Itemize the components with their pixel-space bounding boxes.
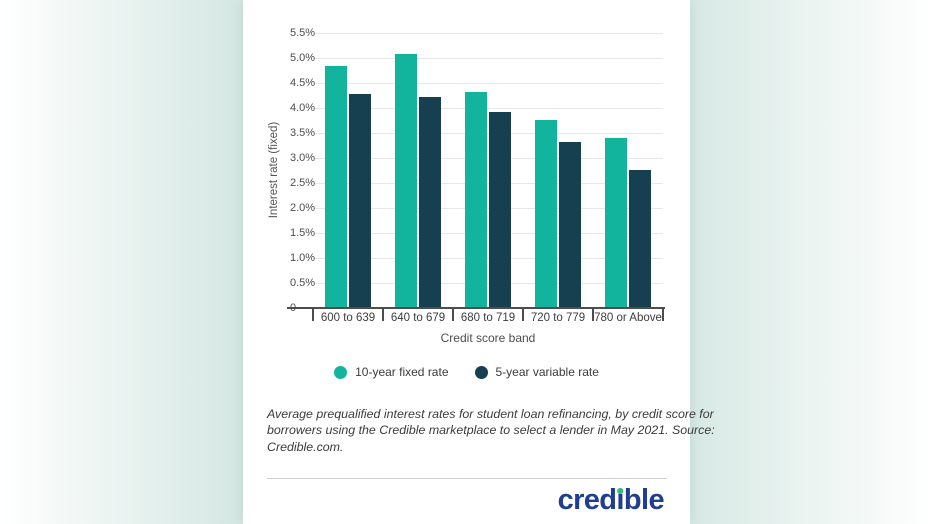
chart-card: Interest rate (fixed) 00.5%1.0%1.5%2.0%2… (243, 0, 715, 524)
x-tick-label: 780 or Above (594, 312, 662, 324)
gridline (313, 133, 663, 134)
gridline (313, 258, 663, 259)
bar-chart: Interest rate (fixed) 00.5%1.0%1.5%2.0%2… (243, 0, 690, 360)
x-axis-tick (312, 308, 314, 321)
gridline (313, 233, 663, 234)
bar-variable-1 (419, 97, 441, 308)
bar-fixed-4 (605, 137, 627, 308)
caption-line: Average prequalified interest rates for … (267, 407, 714, 421)
x-tick-label: 600 to 639 (320, 312, 376, 324)
legend: 10-year fixed rate 5-year variable rate (243, 365, 690, 379)
y-tick-label: 4.5% (290, 77, 316, 89)
logo-i-dot-icon (617, 488, 623, 494)
legend-label-fixed: 10-year fixed rate (355, 365, 449, 379)
y-tick-label: 0.5% (290, 277, 316, 289)
y-tick-label: 2.5% (290, 177, 316, 189)
x-axis-tick (522, 308, 524, 321)
gridline (313, 33, 663, 34)
gridline (313, 183, 663, 184)
gridline (313, 108, 663, 109)
footer-divider (267, 478, 667, 479)
x-axis-tick (452, 308, 454, 321)
legend-swatch-variable-icon (474, 365, 488, 379)
bar-variable-2 (489, 112, 511, 308)
x-axis-line (287, 307, 665, 309)
y-tick-label: 5.5% (290, 27, 316, 39)
logo-text-post: ble (623, 484, 665, 516)
gridline (313, 58, 663, 59)
caption-line: borrowers using the Credible marketplace… (267, 423, 715, 438)
bar-fixed-0 (325, 65, 347, 308)
x-axis-tick (592, 308, 594, 321)
x-axis-tick (662, 308, 664, 321)
x-tick-label: 640 to 679 (390, 312, 446, 324)
caption-line: Credible.com. (267, 439, 344, 454)
bar-fixed-1 (395, 54, 417, 308)
y-tick-label: 3.5% (290, 127, 316, 139)
y-tick-label: 5.0% (290, 52, 316, 64)
legend-item-variable-rate: 5-year variable rate (474, 365, 599, 379)
credible-logo: credı ble (557, 484, 665, 516)
gridline (313, 208, 663, 209)
bar-variable-0 (349, 93, 371, 308)
y-tick-label: 1.0% (290, 252, 316, 264)
x-tick-label: 680 to 719 (460, 312, 516, 324)
logo-text-pre: cred (557, 484, 617, 516)
y-tick-label: 1.5% (290, 227, 316, 239)
chart-caption: Average prequalified interest rates for … (267, 406, 715, 455)
bar-fixed-2 (465, 92, 487, 308)
bar-variable-4 (629, 169, 651, 308)
legend-item-fixed-rate: 10-year fixed rate (334, 365, 449, 379)
y-tick-label: 2.0% (290, 202, 316, 214)
logo-letter-i: ı (616, 484, 624, 516)
gridline (313, 158, 663, 159)
legend-label-variable: 5-year variable rate (495, 365, 599, 379)
gridline (313, 283, 663, 284)
y-axis-title: Interest rate (fixed) (268, 121, 280, 219)
legend-swatch-fixed-icon (334, 365, 348, 379)
x-axis-title: Credit score band (440, 331, 536, 345)
bar-fixed-3 (535, 120, 557, 308)
y-tick-label: 3.0% (290, 152, 316, 164)
gridline (313, 83, 663, 84)
bar-variable-3 (559, 141, 581, 308)
x-axis-tick (382, 308, 384, 321)
y-tick-label: 4.0% (290, 102, 316, 114)
x-tick-label: 720 to 779 (530, 312, 586, 324)
